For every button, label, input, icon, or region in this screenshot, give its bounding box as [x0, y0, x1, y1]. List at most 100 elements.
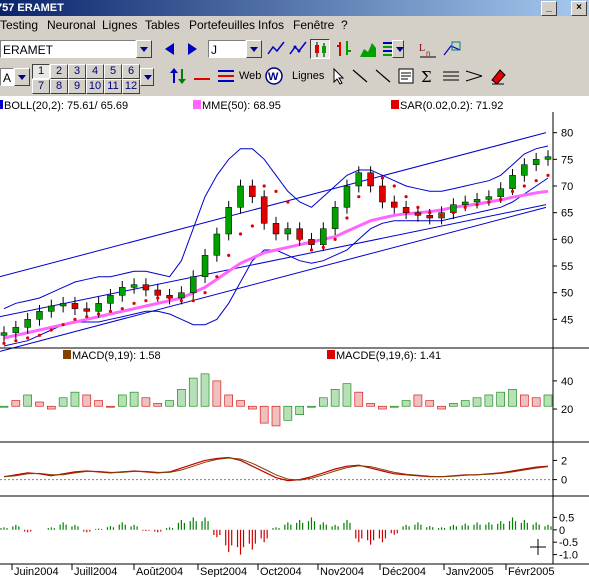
macd-bar-23	[271, 405, 281, 427]
letter-dropdown-button[interactable]	[14, 68, 30, 86]
macd-bar-37	[437, 405, 446, 410]
multi-line-icon[interactable]	[216, 66, 236, 86]
menu-neuronal[interactable]: Neuronal	[47, 18, 96, 32]
fan-lines-icon[interactable]	[464, 66, 484, 86]
macd-bar-43	[508, 389, 517, 407]
web-icon[interactable]: W	[264, 66, 284, 86]
x-tick-label-3: Sept2004	[200, 566, 247, 577]
draw-line-icon[interactable]	[350, 66, 370, 86]
line-chart-icon[interactable]	[266, 39, 286, 59]
grid-button-2[interactable]: 2	[50, 64, 68, 79]
grid-button-5[interactable]: 5	[104, 64, 122, 79]
grid-button-1[interactable]: 1	[32, 64, 50, 79]
candle-body-22	[260, 196, 268, 224]
sar-dot-41	[487, 200, 491, 204]
sort-arrows-icon[interactable]	[168, 66, 188, 86]
menu-testing[interactable]: Testing	[0, 18, 39, 32]
sar-dot-7	[85, 315, 89, 319]
menu-portefeuilles[interactable]: Portefeuilles	[189, 18, 256, 32]
minimize-button[interactable]: _	[541, 1, 557, 16]
x-tick-label-8: Févr2005	[508, 566, 554, 577]
cursor-arrow-icon[interactable]	[328, 66, 348, 86]
previous-arrow-icon[interactable]	[160, 39, 180, 59]
next-arrow-icon[interactable]	[182, 39, 202, 59]
macd-bar-10	[117, 394, 127, 407]
osc-signal-line	[3, 457, 549, 481]
menu-bar: Testing Neuronal Lignes Tables Portefeui…	[0, 16, 589, 35]
parallel-lines-icon[interactable]	[441, 66, 461, 86]
macd-bar-15	[177, 389, 186, 407]
channel-upper-line	[0, 132, 547, 278]
letter-combo[interactable]: A	[0, 68, 14, 86]
grid-button-4[interactable]: 4	[86, 64, 104, 79]
horizontal-line-icon[interactable]	[192, 66, 212, 86]
menu-fenetre[interactable]: Fenêtre	[293, 18, 335, 32]
candle-body-32	[379, 185, 386, 203]
candlestick-chart-icon[interactable]	[310, 39, 330, 59]
period-combo[interactable]: J	[208, 40, 246, 58]
menu-lignes[interactable]: Lignes	[102, 18, 138, 32]
macd-bar-28	[330, 389, 340, 407]
chart-type-dropdown-button[interactable]	[392, 40, 404, 58]
symbol-combo[interactable]: ERAMET	[0, 40, 136, 58]
candle-body-21	[249, 185, 256, 197]
grid-button-3[interactable]: 3	[68, 64, 86, 79]
grid-dropdown-button[interactable]	[140, 68, 154, 86]
grid-button-7[interactable]: 7	[32, 79, 50, 94]
sar-dot-14	[167, 296, 172, 300]
candle-body-42	[497, 188, 504, 197]
menu-infos[interactable]: Infos	[258, 18, 285, 32]
grid-button-11[interactable]: 11	[104, 79, 122, 94]
mme-line	[3, 189, 549, 340]
sar-dot-4	[49, 328, 53, 332]
symbol-dropdown-button[interactable]	[136, 40, 152, 58]
candle-body-5	[59, 303, 67, 307]
sar-dot-18	[215, 275, 219, 279]
macd-bar-26	[307, 405, 316, 408]
sar-dot-46	[546, 173, 550, 177]
macd-bar-46	[543, 394, 553, 407]
grid-button-6[interactable]: 6	[122, 64, 140, 79]
close-button[interactable]: ×	[571, 1, 587, 16]
dotted-line-chart-icon[interactable]	[288, 39, 308, 59]
period-dropdown-button[interactable]	[246, 40, 262, 58]
macd-bar-40	[472, 397, 482, 407]
trend-tool-icon[interactable]	[442, 39, 462, 59]
oscillator-pane: 20	[0, 455, 567, 487]
sar-dot-6	[73, 317, 77, 321]
menu-help[interactable]: ?	[341, 18, 348, 32]
stock-chart[interactable]: BOLL(20,2): 75.61/ 65.69 MME(50): 68.95 …	[0, 96, 589, 577]
macd-bar-32	[378, 405, 387, 410]
candle-body-33	[391, 201, 398, 208]
menu-tables[interactable]: Tables	[145, 18, 180, 32]
macd-bar-25	[295, 405, 304, 415]
sar-dot-36	[428, 211, 432, 215]
candle-body-27	[320, 228, 327, 245]
macd-bar-39	[460, 400, 470, 407]
grid-button-9[interactable]: 9	[68, 79, 86, 94]
candle-body-9	[107, 295, 114, 304]
sar-dot-42	[499, 197, 503, 201]
x-tick-label-2: Août2004	[136, 566, 183, 577]
candle-body-44	[521, 164, 528, 176]
sigma-icon[interactable]: Σ	[418, 66, 438, 86]
macd-bar-44	[520, 394, 529, 407]
grid-button-10[interactable]: 10	[86, 79, 104, 94]
svg-text:n: n	[426, 49, 430, 58]
area-chart-icon[interactable]	[358, 39, 378, 59]
grid-button-12[interactable]: 12	[122, 79, 140, 94]
candle-body-40	[473, 199, 481, 203]
osc-tick-label-1: 0	[561, 475, 567, 487]
bar-ohlc-chart-icon[interactable]	[334, 39, 354, 59]
candle-body-10	[119, 287, 126, 296]
grid-button-8[interactable]: 8	[50, 79, 68, 94]
sar-dot-35	[416, 205, 420, 209]
macd-legend-swatch	[63, 350, 71, 359]
draw-ray-icon[interactable]	[373, 66, 393, 86]
text-note-icon[interactable]	[396, 66, 416, 86]
boll-legend-swatch	[0, 100, 3, 109]
eraser-icon[interactable]	[488, 66, 508, 86]
macd-bar-20	[236, 400, 245, 407]
macde-legend: MACDE(9,19,6): 1.41	[336, 350, 441, 362]
